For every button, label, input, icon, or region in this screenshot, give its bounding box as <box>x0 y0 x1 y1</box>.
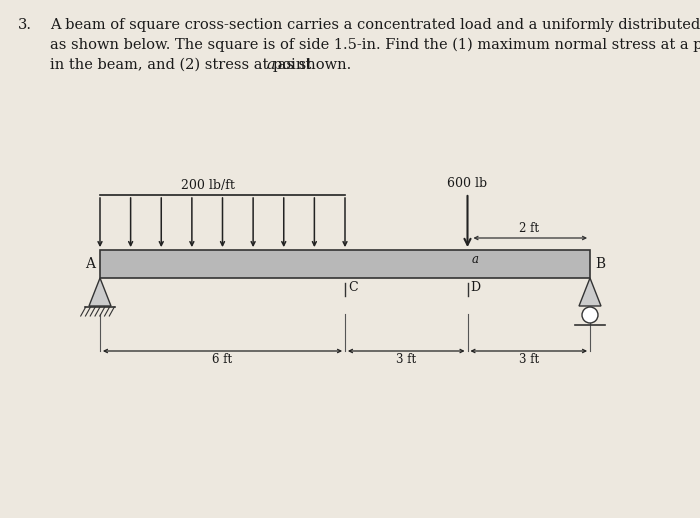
Text: as shown below. The square is of side 1.5-in. Find the (1) maximum normal stress: as shown below. The square is of side 1.… <box>50 38 700 52</box>
Text: B: B <box>595 257 605 271</box>
Text: a: a <box>267 58 275 72</box>
Circle shape <box>582 307 598 323</box>
Text: 3.: 3. <box>18 18 32 32</box>
Text: D: D <box>470 281 481 294</box>
Text: A: A <box>85 257 95 271</box>
Text: 6 ft: 6 ft <box>212 353 232 366</box>
Text: 600 lb: 600 lb <box>447 177 488 190</box>
Polygon shape <box>89 278 111 306</box>
Text: as shown.: as shown. <box>274 58 351 72</box>
Text: in the beam, and (2) stress at point: in the beam, and (2) stress at point <box>50 58 316 73</box>
Text: 3 ft: 3 ft <box>519 353 539 366</box>
Text: C: C <box>348 281 358 294</box>
Bar <box>100 250 590 278</box>
Text: 3 ft: 3 ft <box>396 353 416 366</box>
Text: a: a <box>472 253 479 266</box>
Polygon shape <box>579 278 601 306</box>
Text: 200 lb/ft: 200 lb/ft <box>181 179 234 192</box>
Text: A beam of square cross-section carries a concentrated load and a uniformly distr: A beam of square cross-section carries a… <box>50 18 700 32</box>
Text: 2 ft: 2 ft <box>519 222 539 235</box>
